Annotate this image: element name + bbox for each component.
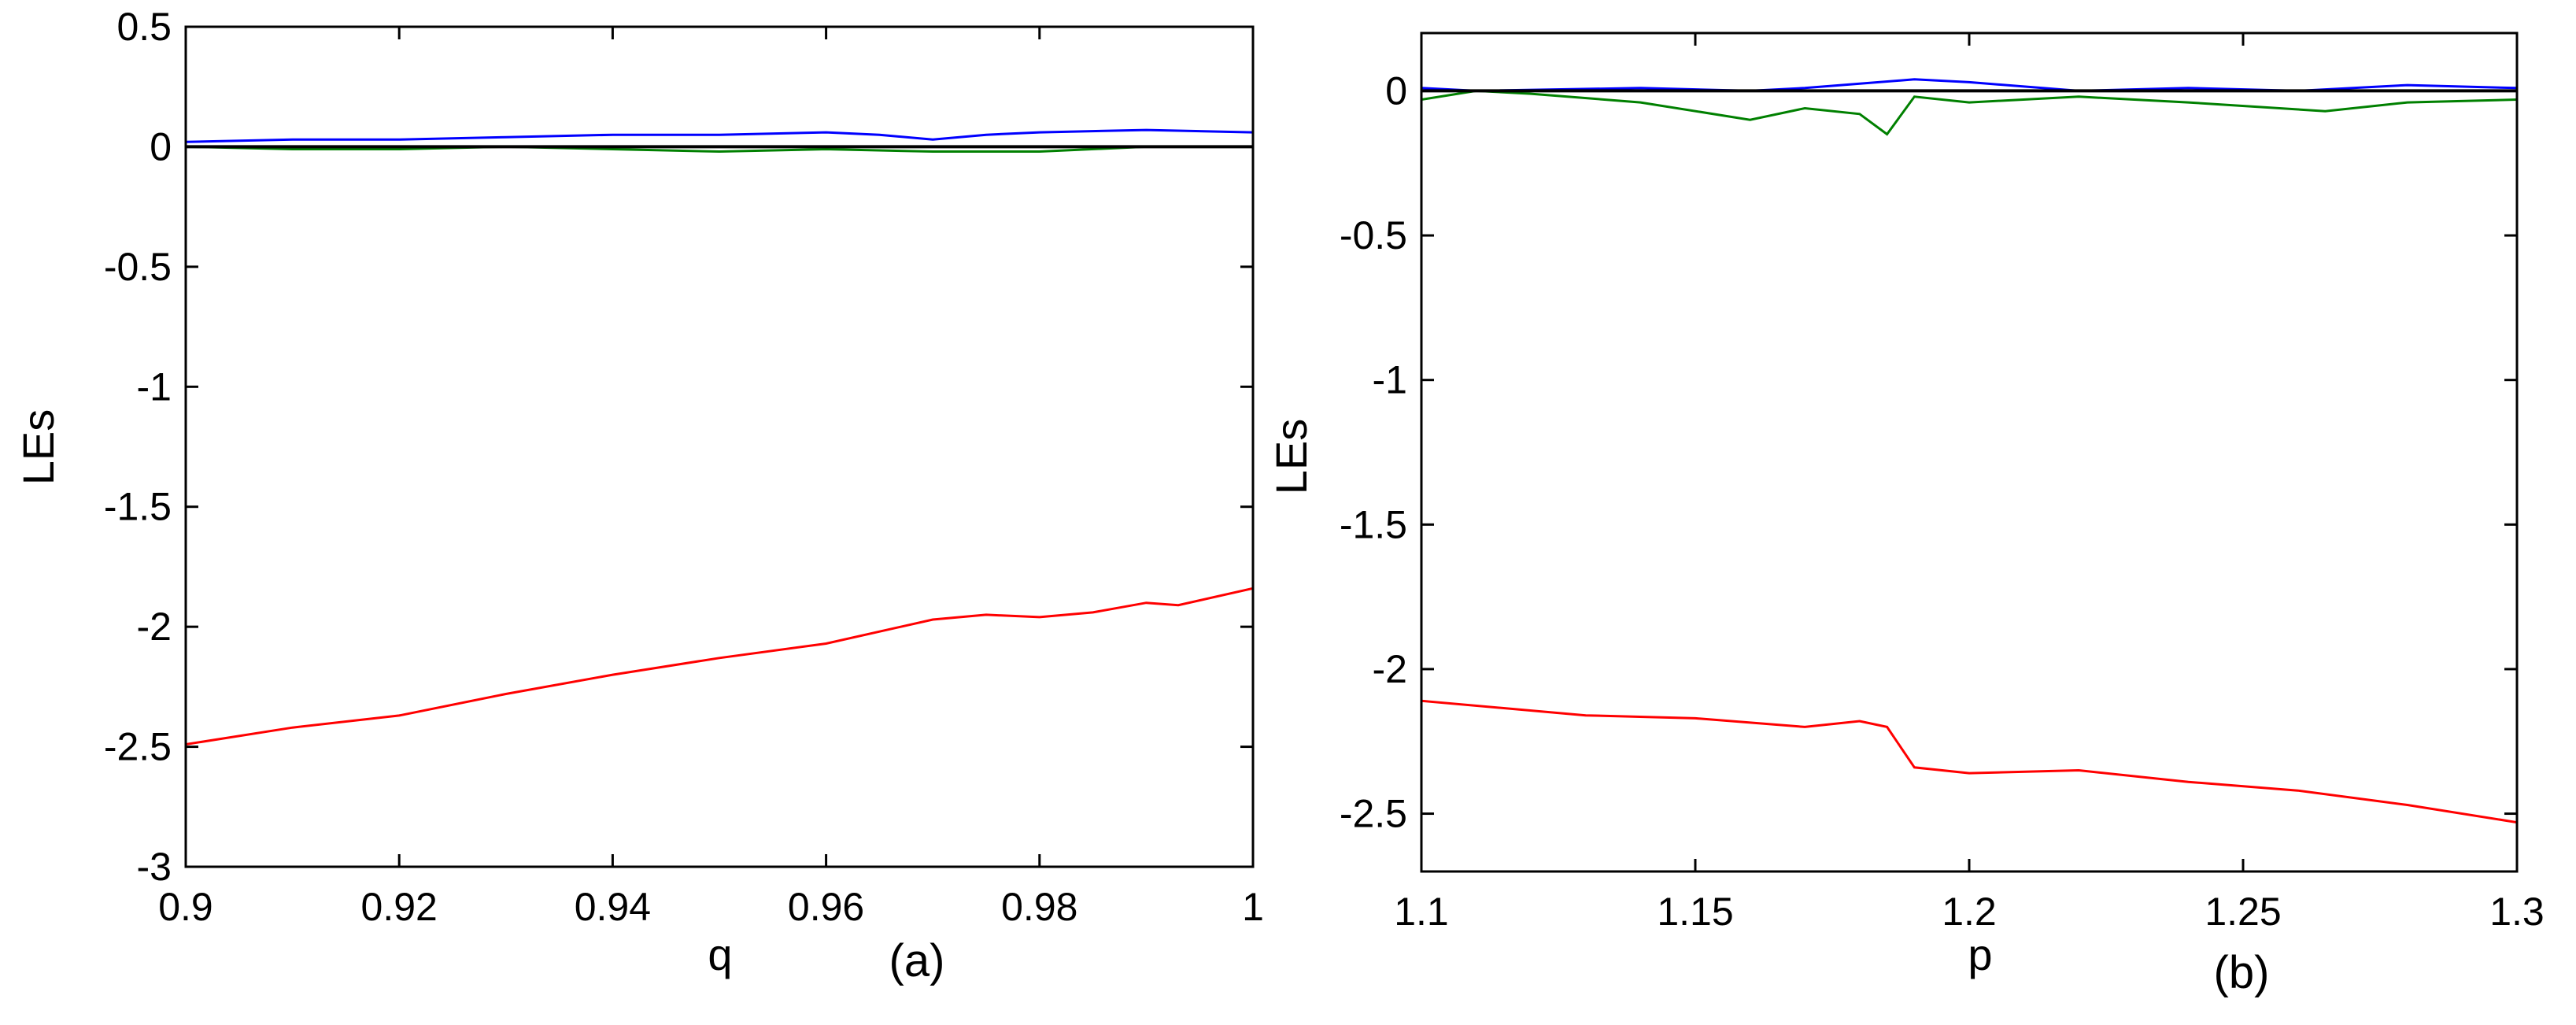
- x-tick-label: 1.3: [2489, 890, 2545, 934]
- x-tick-label: 0.9: [158, 885, 213, 929]
- y-tick-label: -2: [1373, 647, 1407, 691]
- series-line-0: [1421, 78, 2517, 92]
- y-tick-label: -0.5: [104, 245, 172, 289]
- y-axis-label: LEs: [13, 409, 63, 486]
- y-tick-label: -1: [1373, 358, 1407, 402]
- x-tick-label: 0.92: [361, 885, 438, 929]
- x-tick-label: 0.94: [575, 885, 651, 929]
- y-tick-label: 0: [1385, 68, 1407, 113]
- y-tick-label: -2.5: [104, 725, 172, 769]
- x-axis-label: p: [1968, 930, 1992, 979]
- x-tick-label: 1.15: [1657, 890, 1733, 934]
- x-tick-label: 1.2: [1942, 890, 1997, 934]
- y-tick-label: -1.5: [1340, 502, 1407, 546]
- y-tick-label: -2.5: [1340, 792, 1407, 836]
- panel-a: 0.9 0.92 0.94 0.96 0.98 1 0.5 0 -0.5 -1 -1.5 -2 -2.5…: [13, 5, 1264, 986]
- x-tick-label: 1.25: [2205, 890, 2281, 934]
- series-line-3: [1421, 699, 2517, 824]
- plot-frame: [1420, 31, 2519, 873]
- plot-frame: [184, 25, 1255, 868]
- y-tick-label: -3: [137, 845, 172, 889]
- panel-label: (b): [2214, 947, 2270, 998]
- series-line-1: [186, 145, 1253, 154]
- panel-b: 1.1 1.15 1.2 1.25 1.3 0 -0.5 -1 -1.5 -2 -2.5 p LEs (b…: [1266, 31, 2545, 998]
- x-tick-label: 1.1: [1394, 890, 1449, 934]
- x-axis-label: q: [708, 930, 732, 979]
- y-axis-label: LEs: [1266, 419, 1316, 495]
- y-tick-label: -2: [137, 605, 172, 649]
- panel-label: (a): [889, 935, 945, 986]
- x-tick-label: 0.98: [1001, 885, 1077, 929]
- x-tick-label: 0.96: [788, 885, 864, 929]
- y-tick-label: -1.5: [104, 485, 172, 529]
- y-tick-label: -1: [137, 364, 172, 409]
- series-line-1: [1421, 89, 2517, 136]
- y-tick-label: -0.5: [1340, 213, 1407, 257]
- y-tick-label: 0: [150, 124, 172, 168]
- series-line-0: [186, 128, 1253, 143]
- x-tick-label: 1: [1242, 885, 1264, 929]
- y-tick-label: 0.5: [116, 5, 172, 49]
- series-line-3: [186, 587, 1253, 746]
